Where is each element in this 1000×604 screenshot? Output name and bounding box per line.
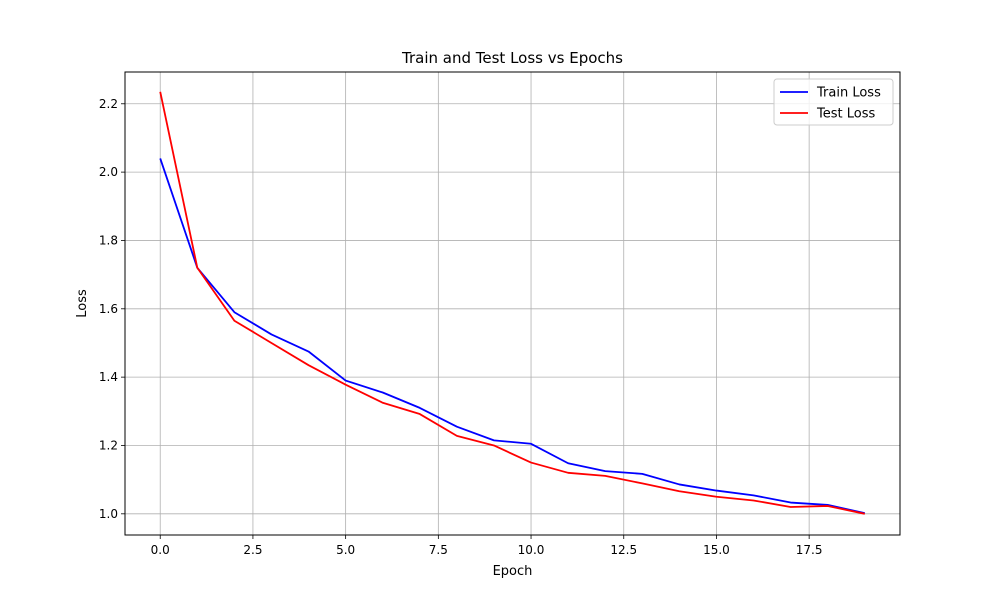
x-tick-label: 5.0: [336, 543, 355, 557]
y-tick-label: 1.8: [99, 233, 118, 247]
series-line-train-loss: [159, 158, 865, 515]
x-tick-label: 7.5: [429, 543, 448, 557]
x-axis-label: Epoch: [493, 564, 533, 579]
grid-layer: [125, 72, 900, 535]
chart-title: Train and Test Loss vs Epochs: [401, 49, 623, 67]
y-axis-label: Loss: [75, 289, 90, 318]
y-tick-label: 2.2: [99, 97, 118, 111]
x-tick-label: 0.0: [151, 543, 170, 557]
lines-layer: [159, 91, 865, 515]
x-tick-label: 15.0: [703, 543, 730, 557]
x-tick-label: 17.5: [796, 543, 823, 557]
legend-label: Train Loss: [816, 86, 881, 101]
x-tick-label: 12.5: [610, 543, 637, 557]
plot-frame: [124, 71, 901, 536]
y-tick-label: 1.0: [99, 507, 118, 521]
x-tick-label: 10.0: [518, 543, 545, 557]
legend-label: Test Loss: [816, 107, 875, 122]
y-tick-label: 1.4: [99, 370, 118, 384]
y-tick-label: 2.0: [99, 165, 118, 179]
ticks-layer: 0.0 2.5 5.0 7.5 10.0 12.5 15.0 17.5 1.0 1.2 1.4 1.6…: [99, 97, 823, 557]
legend: Train Loss Test Loss: [773, 78, 894, 126]
y-tick-label: 1.6: [99, 302, 118, 316]
y-tick-label: 1.2: [99, 438, 118, 452]
series-line-test-loss: [159, 91, 865, 515]
x-tick-label: 2.5: [243, 543, 262, 557]
